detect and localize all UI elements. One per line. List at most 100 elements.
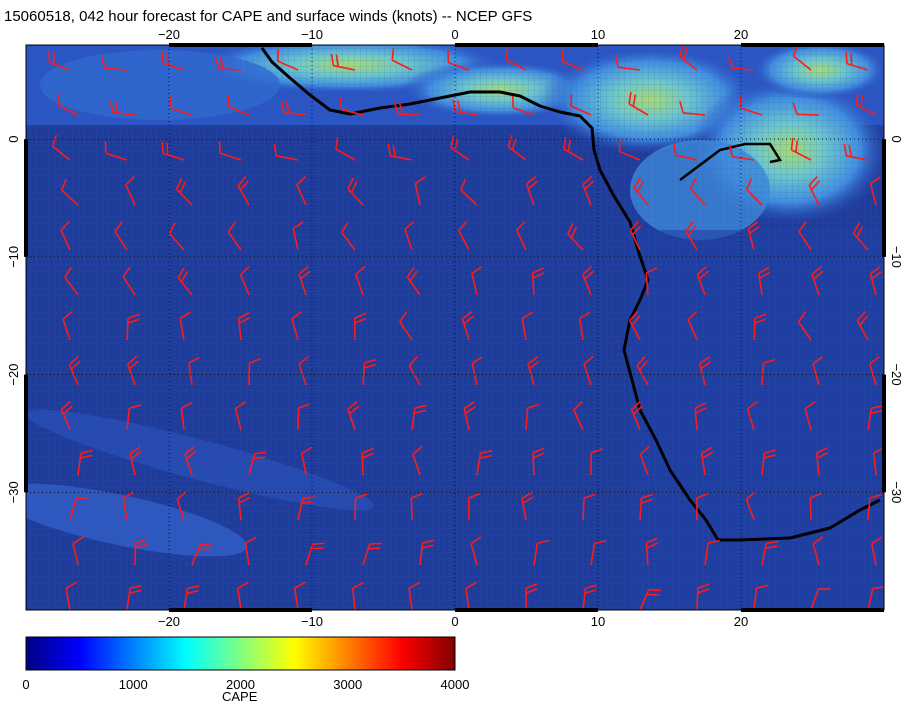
wind-barb	[465, 581, 477, 610]
frame-segment	[455, 43, 598, 47]
colorbar-title: CAPE	[222, 689, 258, 704]
wind-barb	[573, 400, 584, 431]
wind-barb	[533, 539, 550, 566]
wind-barb	[583, 355, 594, 386]
colorbar-tick-label: 3000	[333, 677, 363, 692]
wind-barb	[414, 176, 426, 206]
wind-barb	[408, 581, 421, 610]
wind-barb	[298, 265, 311, 296]
wind-barb	[630, 400, 643, 431]
wind-barb	[629, 220, 642, 251]
wind-barb	[636, 356, 649, 386]
wind-barb	[227, 221, 242, 251]
lat-tick-label: −30	[6, 481, 21, 503]
wind-barb	[761, 358, 776, 386]
wind-barb	[570, 93, 592, 116]
wind-barb	[408, 356, 421, 386]
wind-barb	[391, 48, 413, 71]
wind-barb	[694, 402, 707, 431]
wind-barb	[704, 539, 720, 566]
wind-barb	[183, 585, 200, 610]
colorbar-tick-label: 1000	[118, 677, 148, 692]
wind-barb	[753, 584, 769, 610]
wind-barb	[467, 492, 481, 521]
wind-barb	[505, 48, 527, 71]
lon-tick-label: −10	[301, 614, 323, 629]
wind-barb	[639, 445, 650, 476]
tick-labels: −20 −20 −10 −10 0 0 10 10 20 20 0 0 −10 −10 −20 −20 −30 −…	[6, 27, 904, 629]
frame-segment	[169, 43, 312, 47]
wind-barb	[179, 311, 191, 341]
map-title: 15060518, 042 hour forecast for CAPE and…	[4, 8, 533, 25]
wind-barb	[745, 490, 757, 521]
wind-barb	[578, 311, 591, 341]
wind-barb	[340, 221, 356, 251]
wind-barb	[161, 51, 185, 71]
wind-barb	[696, 492, 709, 521]
wind-barb	[129, 446, 142, 476]
wind-barb	[296, 175, 307, 206]
frame-segment	[882, 374, 886, 493]
wind-barb	[180, 401, 193, 431]
lon-tick-label: 20	[734, 614, 748, 629]
wind-barb	[362, 542, 382, 566]
wind-barb	[521, 491, 534, 521]
wind-barb	[57, 93, 79, 116]
wind-barb	[645, 537, 659, 566]
lat-tick-label: −20	[889, 364, 904, 386]
wind-barb	[739, 96, 763, 116]
lat-tick-label: −10	[6, 246, 21, 268]
wind-barb	[685, 221, 698, 251]
lat-tick-label: −20	[6, 364, 21, 386]
wind-barb	[561, 49, 584, 71]
wind-barb	[516, 220, 527, 251]
wind-barb	[361, 447, 374, 476]
wind-barb	[797, 311, 812, 341]
wind-barb	[51, 134, 71, 161]
lon-tick-label: −20	[158, 614, 180, 629]
wind-barb	[404, 220, 415, 251]
frame-segment	[741, 608, 884, 612]
wind-barb	[582, 265, 595, 296]
wind-barb	[62, 310, 73, 341]
wind-barb	[175, 178, 193, 206]
wind-barb	[191, 543, 213, 566]
wind-barb	[870, 536, 883, 566]
wind-barb	[461, 310, 474, 341]
wind-barb	[109, 100, 136, 116]
wind-barb	[753, 313, 767, 341]
frame-segment	[882, 139, 886, 257]
wind-barb	[60, 400, 73, 431]
wind-barb	[301, 446, 313, 476]
frame-ticks	[24, 43, 886, 612]
wind-barb	[746, 400, 758, 431]
wind-barb	[804, 401, 816, 431]
lat-tick-label: 0	[6, 136, 21, 143]
frame-segment	[24, 139, 28, 257]
wind-barb	[639, 493, 654, 521]
wind-barb	[347, 177, 364, 206]
wind-barb	[176, 490, 188, 521]
wind-barb	[532, 447, 545, 476]
wind-barb	[68, 355, 81, 386]
wind-barb	[362, 358, 377, 386]
wind-barb	[792, 102, 820, 116]
lon-tick-label: 0	[451, 614, 458, 629]
wind-barb	[511, 95, 535, 116]
wind-barb	[855, 92, 877, 116]
wind-barb	[168, 222, 185, 251]
wind-barb	[277, 49, 299, 71]
wind-barb	[406, 266, 421, 296]
wind-barb	[463, 401, 476, 431]
wind-barb	[869, 266, 882, 296]
wind-barb	[419, 539, 435, 566]
frame-segment	[455, 608, 598, 612]
wind-barb	[126, 355, 139, 386]
wind-barb	[218, 141, 242, 161]
wind-barb	[126, 313, 140, 341]
wind-barb	[869, 176, 881, 206]
wind-barb	[567, 222, 584, 251]
wind-barb	[700, 446, 714, 476]
wind-barb	[48, 50, 71, 71]
